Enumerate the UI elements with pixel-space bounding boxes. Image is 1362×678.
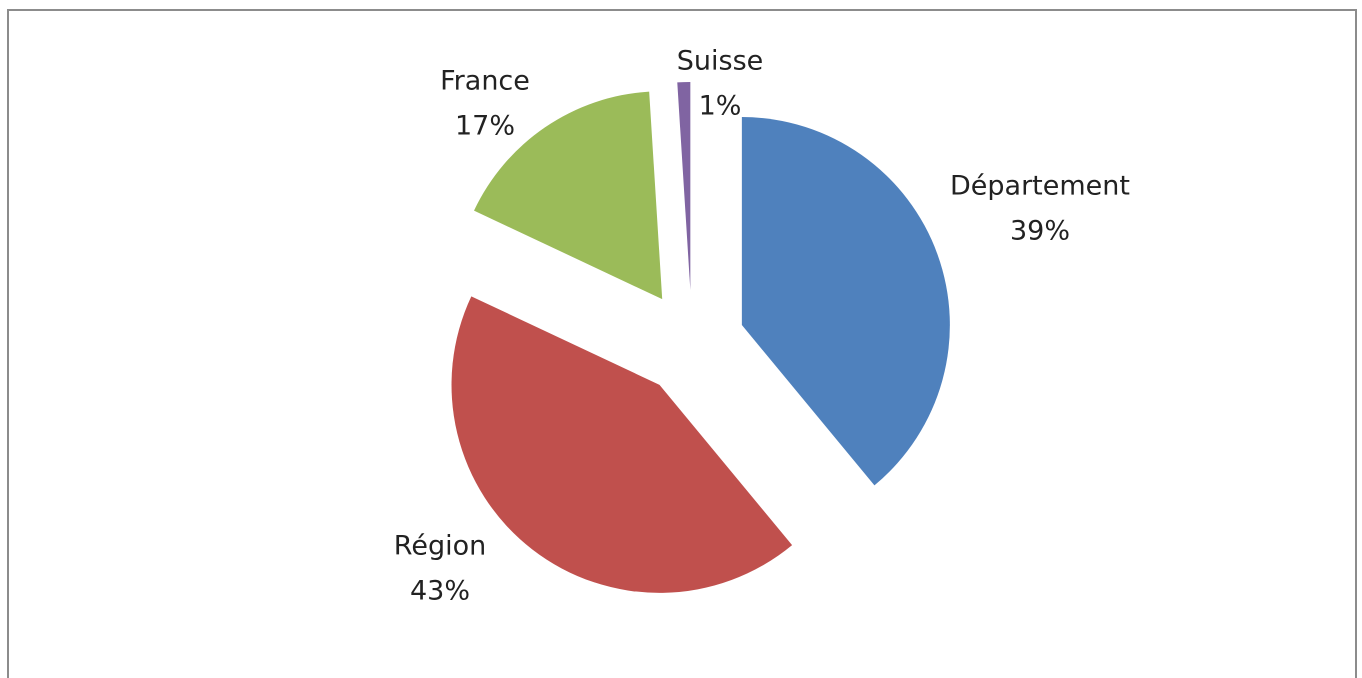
slice-category-label: Suisse (677, 46, 764, 77)
slice-value-label: 17% (455, 111, 515, 142)
pie-slice (741, 117, 950, 486)
slice-value-label: 39% (1010, 216, 1070, 247)
pie-slice (677, 82, 691, 291)
slice-category-label: France (440, 66, 530, 97)
pie-slice (451, 296, 793, 593)
slice-category-label: Région (394, 531, 486, 562)
slice-value-label: 43% (410, 576, 470, 607)
slice-value-label: 1% (699, 91, 742, 122)
slice-category-label: Département (950, 171, 1130, 202)
pie-slice (474, 91, 663, 300)
